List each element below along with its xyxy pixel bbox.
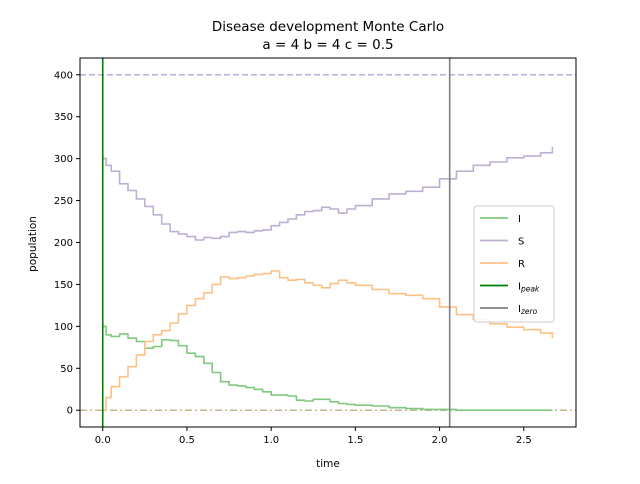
legend-subscript-I_peak: peak [520, 285, 540, 294]
legend-label-I_peak: Ipeak [518, 282, 540, 294]
legend-label-S: S [518, 237, 524, 248]
x-tick-label: 2.5 [516, 435, 532, 446]
y-tick-label: 400 [54, 70, 73, 81]
y-axis-label: population [27, 216, 39, 272]
x-tick-label: 2.0 [432, 435, 448, 446]
y-tick-label: 50 [60, 364, 73, 375]
series-line-R [102, 270, 554, 411]
legend-label-I: I [518, 214, 521, 225]
legend-label-I_zero: Izero [518, 304, 538, 316]
x-tick-label: 0.0 [95, 435, 111, 446]
legend-box [473, 205, 555, 323]
legend-subscript-I_zero: zero [520, 307, 538, 316]
y-tick-label: 300 [54, 154, 73, 165]
x-axis-label: time [316, 458, 340, 470]
x-tick-label: 0.5 [179, 435, 195, 446]
chart-subtitle: a = 4 b = 4 c = 0.5 [262, 37, 393, 53]
series-line-I [102, 325, 553, 411]
x-tick-label: 1.5 [347, 435, 363, 446]
legend: I SR Ipeak Izero [473, 205, 555, 323]
y-tick-label: 100 [54, 322, 73, 333]
y-tick-label: 150 [54, 280, 73, 291]
plot-area [80, 58, 576, 427]
y-tick-label: 200 [54, 238, 73, 249]
y-tick-label: 0 [67, 406, 73, 417]
chart-title: Disease development Monte Carlo [212, 19, 444, 35]
legend-label-R: R [518, 259, 525, 270]
x-tick-label: 1.0 [263, 435, 279, 446]
y-tick-label: 350 [54, 112, 73, 123]
y-tick-label: 250 [54, 196, 73, 207]
series-line-S [102, 146, 554, 241]
